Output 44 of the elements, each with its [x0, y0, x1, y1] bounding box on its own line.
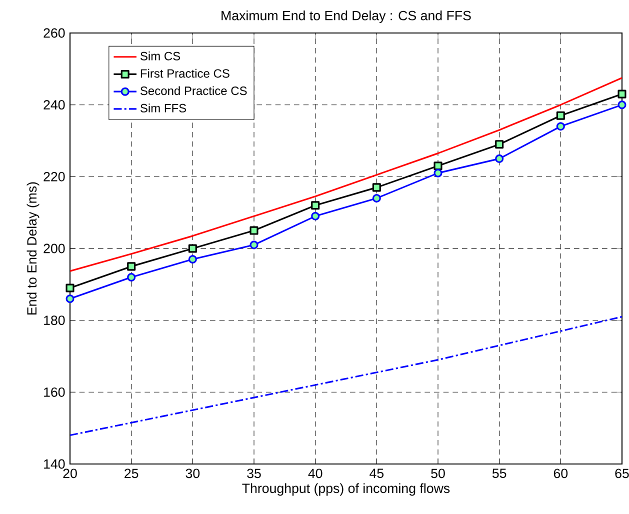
- y-tick-label: 240: [44, 100, 65, 110]
- x-tick-label: 25: [124, 468, 138, 478]
- point: [495, 140, 504, 149]
- y-tick-label: 160: [44, 387, 65, 397]
- point: [372, 194, 381, 202]
- point: [495, 154, 504, 163]
- point: [556, 111, 565, 120]
- point: [66, 284, 74, 292]
- x-tick-label: 40: [308, 468, 322, 478]
- y-tick-label: 180: [44, 316, 65, 326]
- x-tick-label: 50: [431, 468, 445, 478]
- x-tick-label: 55: [492, 468, 506, 478]
- x-tick-label: 65: [615, 468, 629, 478]
- legend-label: Sim FFS: [140, 104, 186, 112]
- point: [311, 212, 320, 220]
- point: [618, 100, 626, 110]
- point: [311, 201, 320, 210]
- y-tick-label: 260: [44, 28, 65, 38]
- x-axis-title: Throughput (pps) of incoming flows: [242, 483, 450, 496]
- legend-label: Second Practice CS: [140, 86, 247, 96]
- x-tick-label: 20: [63, 468, 77, 478]
- point: [66, 294, 74, 304]
- point: [434, 162, 442, 170]
- x-tick-label: 60: [554, 468, 568, 478]
- point: [434, 168, 442, 178]
- legend-label: First Practice CS: [140, 68, 230, 78]
- point: [556, 122, 565, 131]
- chart-title: Maximum End to End Delay : CS and FFS: [222, 10, 471, 23]
- y-tick-label: 200: [44, 244, 65, 254]
- point: [618, 90, 626, 98]
- x-tick-label: 35: [247, 468, 261, 478]
- y-tick-label: 140: [44, 459, 65, 469]
- point: [372, 183, 381, 192]
- point: [188, 254, 197, 264]
- x-tick-label: 45: [370, 468, 384, 478]
- point: [250, 226, 258, 235]
- y-tick-label: 220: [44, 172, 65, 182]
- x-tick-label: 30: [186, 468, 200, 478]
- point: [250, 240, 258, 250]
- legend-label: Sim CS: [140, 52, 180, 60]
- y-axis-title: End to End Delay (ms): [26, 182, 40, 314]
- point: [127, 262, 136, 271]
- point: [127, 272, 136, 282]
- point: [188, 244, 197, 253]
